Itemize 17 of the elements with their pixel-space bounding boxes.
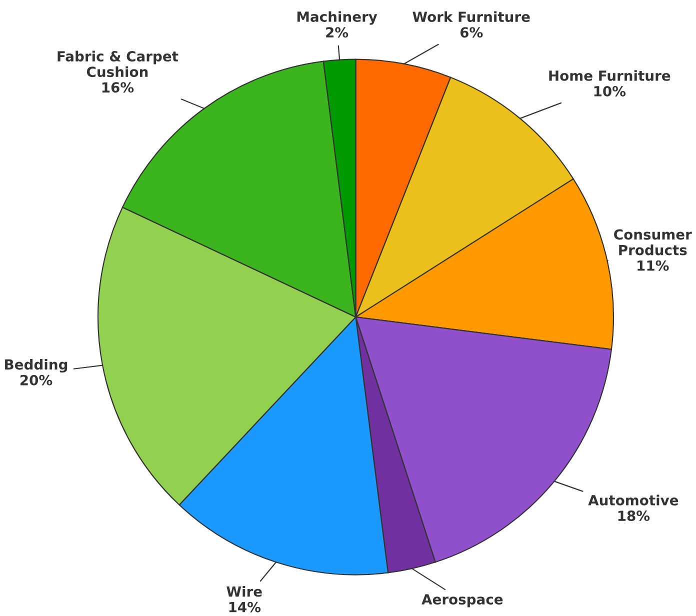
data-label: 10%: [594, 86, 626, 96]
slice-label: Bedding: [5, 358, 68, 373]
slice-label: Consumer Products: [614, 229, 692, 256]
data-label: 11%: [638, 260, 669, 271]
slice-label: Home Furniture: [549, 70, 670, 81]
data-label: 14%: [229, 602, 261, 612]
data-label: 16%: [102, 82, 134, 93]
data-label: 2%: [326, 27, 348, 38]
slice-label: Wire: [226, 586, 262, 597]
data-label: 6%: [460, 27, 483, 38]
data-label: 20%: [20, 374, 52, 386]
data-label: 18%: [618, 510, 650, 522]
slice-label: Fabric & Carpet Cushion: [58, 50, 178, 78]
slice-label: Work Furniture: [412, 11, 530, 22]
slice-label: Automotive: [588, 494, 678, 506]
slice-label: Machinery: [297, 11, 378, 25]
slice-label: Aerospace: [422, 594, 503, 608]
